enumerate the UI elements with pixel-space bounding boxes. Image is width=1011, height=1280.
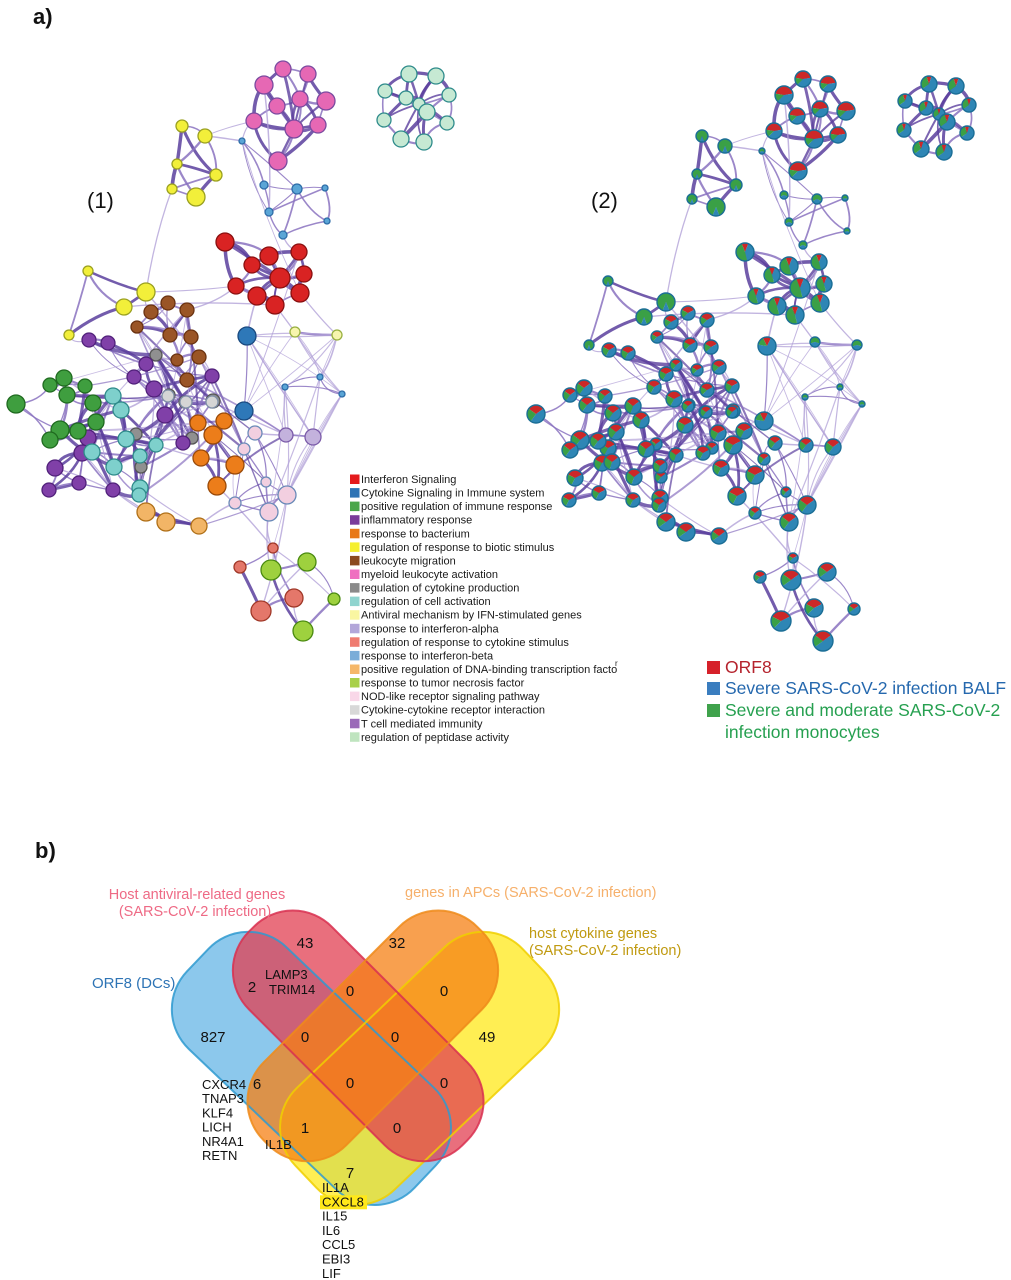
svg-text:0: 0	[346, 1075, 354, 1092]
svg-text:inflammatory response: inflammatory response	[361, 515, 472, 527]
svg-text:EBI3: EBI3	[322, 1252, 350, 1267]
svg-text:response to bacterium: response to bacterium	[361, 528, 470, 540]
svg-text:leukocyte migration: leukocyte migration	[361, 555, 456, 567]
svg-text:positive regulation of immune: positive regulation of immune response	[361, 501, 552, 513]
svg-text:regulation of peptidase activi: regulation of peptidase activity	[361, 732, 509, 744]
svg-text:TNAP3: TNAP3	[202, 1091, 244, 1106]
svg-text:CCL5: CCL5	[322, 1237, 355, 1252]
svg-text:regulation of cell activation: regulation of cell activation	[361, 596, 491, 608]
svg-text:ORF8: ORF8	[725, 657, 772, 677]
svg-text:genes in APCs (SARS-CoV-2 infe: genes in APCs (SARS-CoV-2 infection)	[405, 885, 656, 901]
svg-text:NR4A1: NR4A1	[202, 1134, 244, 1149]
svg-text:0: 0	[440, 983, 448, 1000]
svg-text:Host antiviral-related genes: Host antiviral-related genes	[109, 887, 286, 903]
svg-text:0: 0	[346, 983, 354, 1000]
svg-text:0: 0	[391, 1029, 399, 1046]
svg-text:(SARS-CoV-2 infection): (SARS-CoV-2 infection)	[529, 943, 681, 959]
svg-text:Cytokine-cytokine receptor int: Cytokine-cytokine receptor interaction	[361, 705, 545, 717]
svg-text:0: 0	[393, 1120, 401, 1137]
svg-text:regulation of response to biot: regulation of response to biotic stimulu…	[361, 542, 555, 554]
svg-text:(SARS-CoV-2 infection): (SARS-CoV-2 infection)	[119, 904, 271, 920]
svg-text:response to interferon-alpha: response to interferon-alpha	[361, 623, 499, 635]
svg-text:IL1A: IL1A	[322, 1180, 349, 1195]
svg-text:myeloid leukocyte activation: myeloid leukocyte activation	[361, 569, 498, 581]
svg-text:0: 0	[301, 1029, 309, 1046]
svg-text:7: 7	[346, 1165, 354, 1182]
svg-text:b): b)	[35, 838, 56, 863]
svg-text:IL6: IL6	[322, 1223, 340, 1238]
svg-text:CXCR4: CXCR4	[202, 1077, 246, 1092]
svg-text:827: 827	[200, 1029, 225, 1046]
svg-text:Severe SARS-CoV-2 infection BA: Severe SARS-CoV-2 infection BALF	[725, 678, 1006, 698]
svg-text:CXCL8: CXCL8	[322, 1194, 364, 1209]
svg-text:6: 6	[253, 1076, 261, 1093]
svg-text:Cytokine Signaling in Immune s: Cytokine Signaling in Immune system	[361, 488, 544, 500]
svg-text:infection monocytes: infection monocytes	[725, 722, 880, 742]
svg-text:response to interferon-beta: response to interferon-beta	[361, 650, 494, 662]
svg-text:1: 1	[301, 1120, 309, 1137]
svg-text:0: 0	[440, 1075, 448, 1092]
svg-text:Severe and moderate SARS-CoV-2: Severe and moderate SARS-CoV-2	[725, 700, 1000, 720]
svg-text:a): a)	[33, 4, 53, 29]
svg-text:IL1B: IL1B	[265, 1137, 292, 1152]
svg-text:49: 49	[479, 1029, 496, 1046]
svg-text:RETN: RETN	[202, 1148, 237, 1163]
svg-text:ORF8 (DCs): ORF8 (DCs)	[92, 975, 175, 992]
svg-text:(2): (2)	[591, 188, 618, 213]
svg-text:Antiviral mechanism by IFN-sti: Antiviral mechanism by IFN-stimulated ge…	[361, 610, 582, 622]
svg-text:response to tumor necrosis fac: response to tumor necrosis factor	[361, 678, 525, 690]
svg-text:(1): (1)	[87, 188, 114, 213]
svg-text:LIF: LIF	[322, 1266, 341, 1280]
svg-text:LAMP3: LAMP3	[265, 967, 308, 982]
svg-text:regulation of response to cyto: regulation of response to cytokine stimu…	[361, 637, 569, 649]
svg-text:LICH: LICH	[202, 1120, 232, 1135]
svg-text:TRIM14: TRIM14	[269, 982, 315, 997]
svg-text:KLF4: KLF4	[202, 1105, 233, 1120]
svg-text:43: 43	[297, 935, 314, 952]
svg-text:IL15: IL15	[322, 1209, 347, 1224]
svg-text:positive regulation of DNA-bin: positive regulation of DNA-binding trans…	[361, 664, 617, 676]
svg-text:NOD-like receptor signaling pa: NOD-like receptor signaling pathway	[361, 691, 540, 703]
svg-text:2: 2	[248, 979, 256, 996]
svg-text:T cell mediated immunity: T cell mediated immunity	[361, 718, 483, 730]
svg-text:host cytokine genes: host cytokine genes	[529, 926, 657, 942]
svg-text:32: 32	[389, 935, 406, 952]
svg-text:r: r	[615, 659, 618, 668]
svg-text:Interferon Signaling: Interferon Signaling	[361, 474, 456, 486]
svg-text:regulation of cytokine product: regulation of cytokine production	[361, 583, 519, 595]
